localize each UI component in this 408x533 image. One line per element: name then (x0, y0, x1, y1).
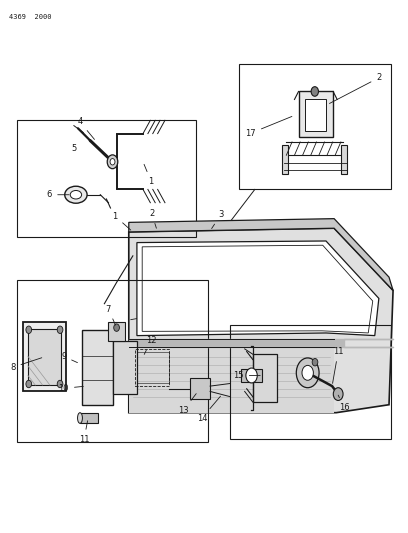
Bar (23, 322, 66, 391)
Text: 2: 2 (330, 73, 381, 103)
Bar (137, 352, 169, 383)
Text: 8: 8 (10, 358, 42, 372)
Text: 4: 4 (78, 117, 95, 140)
Text: 1: 1 (144, 164, 154, 186)
Text: 16: 16 (338, 395, 350, 412)
Circle shape (26, 380, 31, 387)
Bar (242, 369, 262, 382)
Text: 9: 9 (61, 352, 78, 362)
Bar (239, 64, 391, 189)
Circle shape (110, 159, 115, 165)
Bar (109, 322, 125, 341)
Text: 11: 11 (79, 421, 89, 444)
Polygon shape (137, 241, 379, 336)
Polygon shape (129, 219, 393, 290)
Ellipse shape (78, 413, 82, 423)
Circle shape (311, 87, 319, 96)
Text: 4369  2000: 4369 2000 (9, 14, 51, 20)
Ellipse shape (70, 190, 82, 199)
Text: 12: 12 (144, 336, 156, 354)
Bar (253, 354, 277, 402)
Bar (299, 92, 333, 136)
Bar (80, 413, 98, 423)
Circle shape (312, 359, 318, 366)
Bar (82, 330, 113, 405)
Text: 2: 2 (149, 209, 156, 228)
Bar (17, 120, 196, 237)
Bar (28, 329, 61, 385)
Circle shape (57, 380, 63, 387)
Bar (113, 341, 137, 394)
Bar (341, 144, 347, 174)
Text: 10: 10 (58, 384, 83, 393)
Text: 6: 6 (47, 190, 69, 199)
Text: 1: 1 (113, 212, 131, 230)
Circle shape (302, 366, 313, 380)
Circle shape (114, 324, 120, 332)
Text: 17: 17 (246, 116, 292, 138)
Bar (190, 378, 210, 399)
Text: 14: 14 (197, 396, 220, 423)
Bar (305, 100, 326, 131)
Circle shape (57, 326, 63, 334)
Circle shape (107, 155, 118, 168)
Circle shape (333, 387, 343, 400)
Bar (231, 325, 391, 439)
Text: 7: 7 (106, 304, 115, 325)
Bar (17, 280, 208, 442)
Bar (282, 144, 288, 174)
Polygon shape (129, 228, 393, 413)
Circle shape (246, 368, 257, 383)
Text: 3: 3 (212, 210, 224, 229)
Text: 5: 5 (71, 144, 77, 153)
Text: 15: 15 (233, 371, 260, 380)
Polygon shape (129, 348, 334, 413)
Bar (135, 349, 169, 386)
Text: 13: 13 (178, 394, 196, 415)
Text: 11: 11 (333, 347, 344, 383)
Ellipse shape (65, 186, 87, 203)
Circle shape (26, 326, 31, 334)
Circle shape (296, 358, 319, 387)
